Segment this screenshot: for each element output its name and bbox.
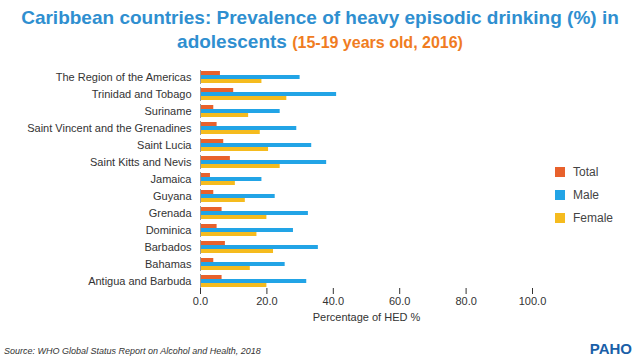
svg-text:0.0: 0.0 — [193, 295, 208, 307]
svg-text:40.0: 40.0 — [323, 295, 344, 307]
svg-text:Suriname: Suriname — [144, 105, 191, 117]
svg-text:Antigua and Barbuda: Antigua and Barbuda — [88, 275, 192, 287]
html-text:Total: Total — [573, 165, 599, 179]
html-text:Caribbean countries: Prevalenc: Caribbean countries: Prevalence of heavy… — [21, 7, 619, 52]
html-text:Male: Male — [573, 188, 599, 202]
svg-text:Dominica: Dominica — [146, 224, 193, 236]
html-text:Female: Female — [573, 211, 613, 225]
svg-text:The Region of the Americas: The Region of the Americas — [56, 71, 192, 83]
svg-text:Trinidad and Tobago: Trinidad and Tobago — [92, 88, 192, 100]
svg-text:Guyana: Guyana — [153, 190, 192, 202]
svg-text:Saint Lucia: Saint Lucia — [137, 139, 192, 151]
svg-text:Saint Vincent and the Grenadin: Saint Vincent and the Grenadines — [27, 122, 192, 134]
svg-text:Grenada: Grenada — [149, 207, 193, 219]
svg-text:Bahamas: Bahamas — [145, 258, 192, 270]
svg-text:Barbados: Barbados — [144, 241, 192, 253]
svg-text:Percentage of HED %: Percentage of HED % — [313, 311, 421, 323]
svg-text:20.0: 20.0 — [256, 295, 277, 307]
svg-text:80.0: 80.0 — [455, 295, 476, 307]
html-text:Source: WHO Global Status Repo: Source: WHO Global Status Report on Alco… — [4, 346, 261, 356]
svg-text:60.0: 60.0 — [389, 295, 410, 307]
svg-text:100.0: 100.0 — [519, 295, 547, 307]
svg-text:Saint Kitts and Nevis: Saint Kitts and Nevis — [90, 156, 192, 168]
html-text:PAHO: PAHO — [589, 340, 632, 357]
svg-text:Jamaica: Jamaica — [151, 173, 193, 185]
